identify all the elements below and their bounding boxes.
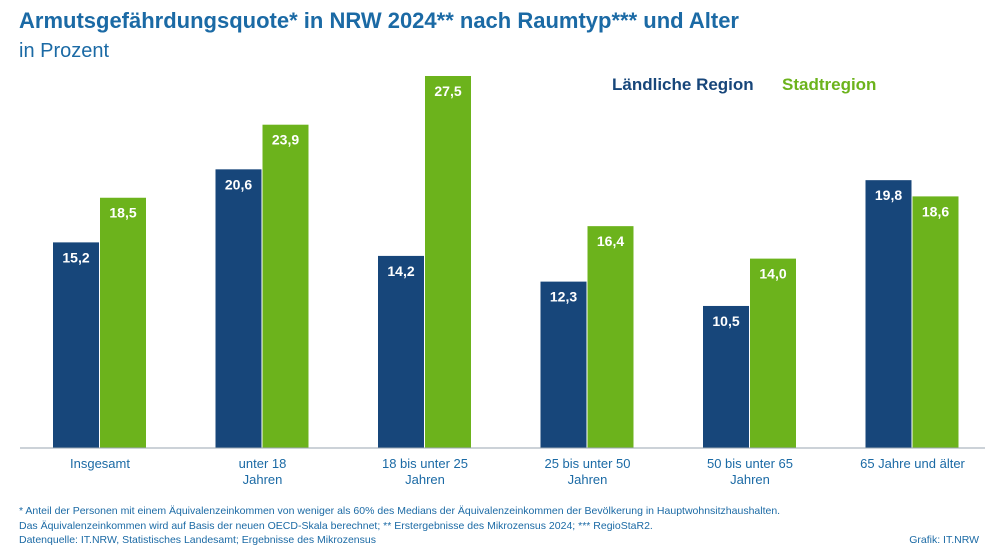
x-tick-label: Insgesamt xyxy=(70,456,130,471)
x-tick-label: unter 18 xyxy=(239,456,287,471)
bar-value-label: 20,6 xyxy=(225,176,252,192)
bar-value-label: 16,4 xyxy=(597,233,624,249)
bar-value-label: 18,6 xyxy=(922,203,949,219)
legend-stadtregion: Stadtregion xyxy=(782,75,877,94)
x-tick-label: 50 bis unter 65 xyxy=(707,456,793,471)
bar-value-label: 10,5 xyxy=(712,313,739,329)
bar-stadt xyxy=(425,76,471,448)
bar-stadt xyxy=(587,226,634,448)
footnote-2: Das Äquivalenzeinkommen wird auf Basis d… xyxy=(19,520,653,532)
x-tick-label: Jahren xyxy=(730,472,770,487)
bar-laendlich xyxy=(378,255,424,448)
chart-title: Armutsgefährdungsquote* in NRW 2024** na… xyxy=(19,8,739,33)
bar-laendlich xyxy=(53,242,99,448)
x-tick-label: 18 bis unter 25 xyxy=(382,456,468,471)
bar-laendlich xyxy=(215,169,262,448)
bar-stadt xyxy=(262,124,309,448)
chart-subtitle: in Prozent xyxy=(19,40,110,62)
bar-laendlich xyxy=(703,305,749,448)
bar-value-label: 12,3 xyxy=(550,289,577,305)
credit: Grafik: IT.NRW xyxy=(909,534,979,546)
bar-stadt xyxy=(750,258,796,448)
bar-value-label: 15,2 xyxy=(62,249,89,265)
bar-value-label: 23,9 xyxy=(272,132,299,148)
bar-stadt xyxy=(100,197,146,448)
bar-value-label: 14,0 xyxy=(759,266,786,282)
bar-value-label: 14,2 xyxy=(387,263,414,279)
legend-laendliche-region: Ländliche Region xyxy=(612,75,754,94)
x-tick-label: 65 Jahre und älter xyxy=(860,456,965,471)
bar-value-label: 27,5 xyxy=(434,83,461,99)
x-tick-label: 25 bis unter 50 xyxy=(544,456,630,471)
bar-value-label: 18,5 xyxy=(109,205,136,221)
bar-stadt xyxy=(912,196,959,448)
bar-laendlich xyxy=(540,281,587,448)
footnote-1: * Anteil der Personen mit einem Äquivale… xyxy=(19,505,781,517)
x-tick-label: Jahren xyxy=(568,472,608,487)
bar-laendlich xyxy=(865,180,912,448)
bar-value-label: 19,8 xyxy=(875,187,902,203)
footnote-source: Datenquelle: IT.NRW, Statistisches Lande… xyxy=(19,534,376,546)
x-tick-label: Jahren xyxy=(243,472,283,487)
x-tick-label: Jahren xyxy=(405,472,445,487)
